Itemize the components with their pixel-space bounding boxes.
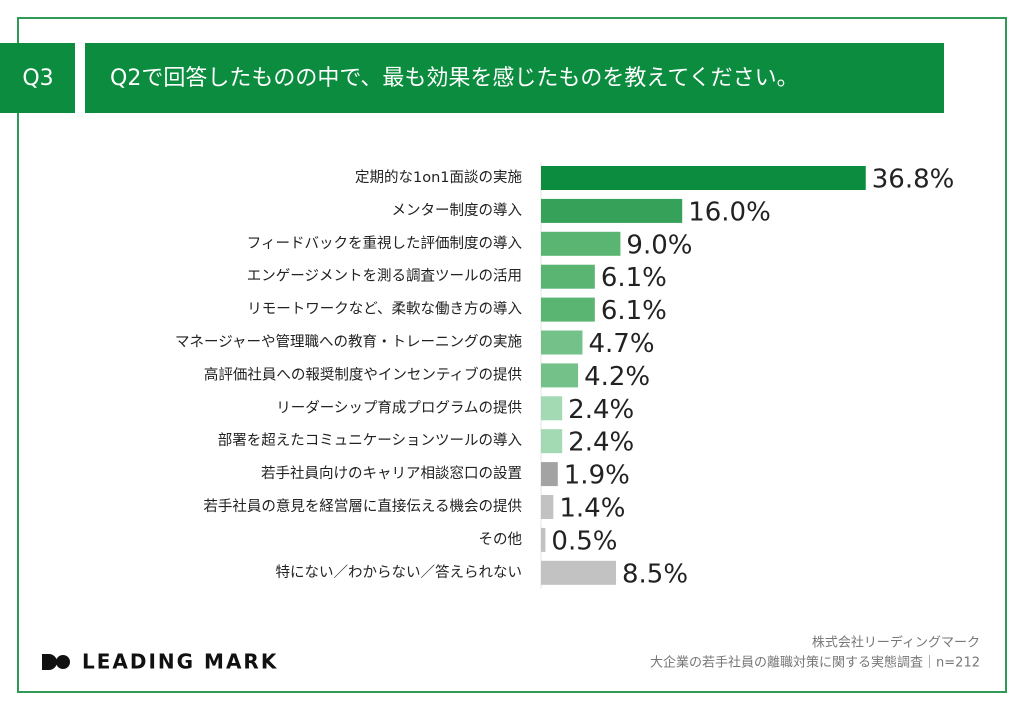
logo-text: LEADING MARK bbox=[82, 650, 278, 674]
bar bbox=[541, 330, 583, 355]
value-label: 2.4% bbox=[568, 428, 634, 458]
bar bbox=[541, 396, 563, 421]
category-label: マネージャーや管理職への教育・トレーニングの実施 bbox=[175, 334, 522, 351]
category-label: 部署を超えたコミュニケーションツールの導入 bbox=[218, 432, 522, 449]
value-label: 8.5% bbox=[622, 559, 688, 589]
category-label: 高評価社員への報奨制度やインセンティブの提供 bbox=[204, 365, 522, 383]
category-label: リモートワークなど、柔軟な働き方の導入 bbox=[247, 301, 522, 318]
bar bbox=[541, 462, 558, 487]
value-label: 36.8% bbox=[872, 165, 955, 195]
chart-title: Q2で回答したものの中で、最も効果を感じたものを教えてください。 bbox=[110, 66, 799, 91]
source: 大企業の若手社員の離職対策に関する実態調査｜n=212 bbox=[650, 655, 980, 671]
value-label: 1.4% bbox=[559, 494, 625, 524]
bar bbox=[541, 527, 546, 552]
category-label: リーダーシップ育成プログラムの提供 bbox=[276, 399, 522, 416]
bar bbox=[541, 363, 579, 388]
category-label: 若手社員の意見を経営層に直接伝える機会の提供 bbox=[203, 497, 522, 515]
bar bbox=[541, 198, 683, 223]
value-label: 6.1% bbox=[601, 263, 667, 293]
bar bbox=[541, 297, 595, 322]
value-label: 0.5% bbox=[551, 526, 617, 556]
value-label: 16.0% bbox=[688, 197, 771, 227]
company: 株式会社リーディングマーク bbox=[812, 635, 980, 651]
category-label: フィードバックを重視した評価制度の導入 bbox=[247, 235, 522, 252]
value-label: 4.7% bbox=[588, 329, 654, 359]
category-label: メンター制度の導入 bbox=[392, 202, 523, 219]
logo-icon bbox=[42, 654, 70, 670]
bar bbox=[541, 264, 595, 289]
question-badge bbox=[0, 43, 75, 113]
bar bbox=[541, 166, 866, 190]
bar bbox=[541, 231, 621, 256]
title-box bbox=[85, 43, 944, 113]
value-label: 4.2% bbox=[584, 362, 650, 392]
plot: 定期的な1on1面談の実施 36.8% メンター制度の導入 16.0% フィードバックを… bbox=[175, 162, 954, 589]
category-label: エンゲージメントを測る調査ツールの活用 bbox=[247, 268, 522, 285]
bar bbox=[541, 495, 554, 519]
frame bbox=[17, 17, 1007, 693]
value-label: 9.0% bbox=[626, 230, 692, 260]
question-label: Q3 bbox=[22, 66, 53, 91]
category-label: その他 bbox=[479, 531, 523, 548]
category-label: 定期的な1on1面談の実施 bbox=[355, 169, 522, 186]
category-label: 若手社員向けのキャリア相談窓口の設置 bbox=[261, 464, 522, 482]
value-label: 2.4% bbox=[568, 395, 634, 425]
value-label: 1.9% bbox=[564, 461, 630, 491]
category-label: 特にない／わからない／答えられない bbox=[276, 564, 523, 581]
value-label: 6.1% bbox=[601, 296, 667, 326]
bar bbox=[541, 560, 617, 585]
bar bbox=[541, 429, 563, 454]
